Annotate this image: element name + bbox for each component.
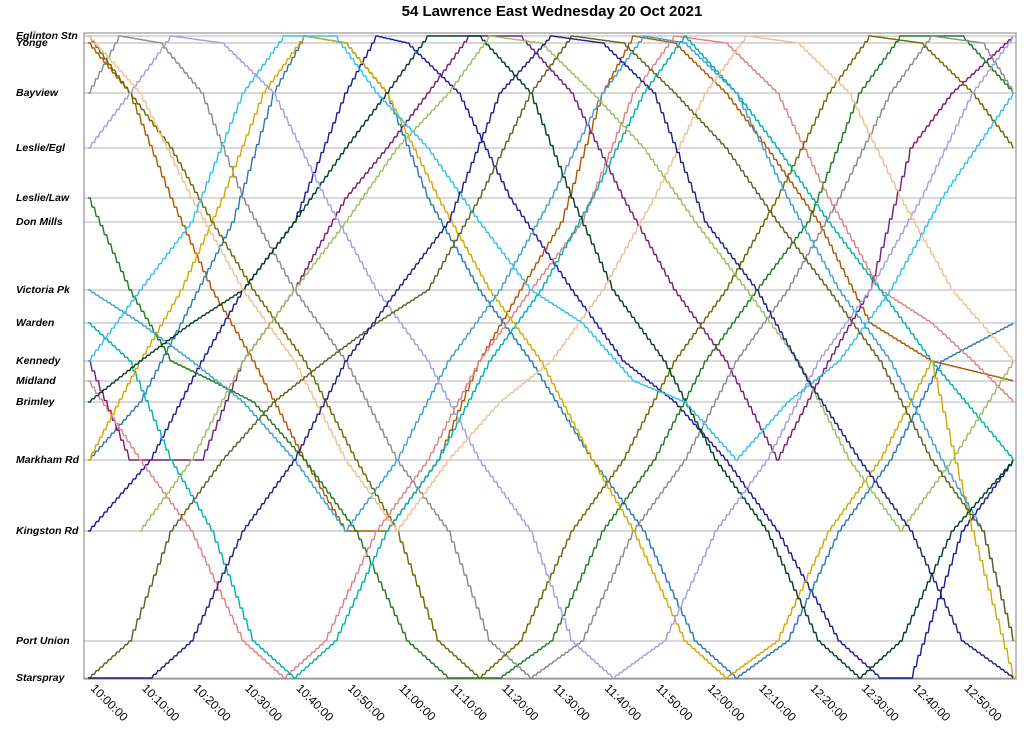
vehicle-trace-17	[88, 35, 1014, 679]
vehicle-trace-9	[88, 35, 1014, 679]
stop-label-4: Leslie/Law	[16, 192, 70, 204]
stop-label-2: Bayview	[16, 87, 59, 99]
stop-label-11: Markham Rd	[16, 454, 80, 466]
vehicle-trace-11	[88, 35, 1014, 679]
stop-label-3: Leslie/Egl	[16, 142, 66, 154]
vehicle-trace-14	[139, 35, 1014, 532]
vehicle-trace-10	[88, 35, 1014, 642]
vehicle-trace-16	[88, 35, 1014, 679]
time-tick-10: 11:40:00	[602, 681, 645, 724]
time-tick-17: 12:50:00	[962, 681, 1005, 724]
stop-label-0: Eglinton Stn	[16, 30, 78, 42]
time-tick-16: 12:40:00	[910, 681, 953, 724]
time-tick-15: 12:30:00	[859, 681, 902, 724]
time-tick-7: 11:10:00	[448, 681, 491, 724]
vehicle-trace-13	[88, 35, 1014, 532]
time-tick-2: 10:20:00	[191, 681, 234, 724]
vehicle-trace-12	[88, 35, 1014, 679]
chart-title: 54 Lawrence East Wednesday 20 Oct 2021	[402, 3, 703, 20]
vehicle-trace-15	[88, 35, 1014, 461]
stop-label-1: Yonge	[16, 37, 48, 49]
time-tick-9: 11:30:00	[550, 681, 593, 724]
stop-label-8: Kennedy	[16, 355, 62, 367]
time-tick-13: 12:10:00	[756, 681, 799, 724]
stop-label-6: Victoria Pk	[16, 284, 71, 296]
time-tick-11: 11:50:00	[653, 681, 696, 724]
stop-label-13: Port Union	[16, 635, 70, 647]
time-tick-1: 10:10:00	[139, 681, 182, 724]
stop-label-7: Warden	[16, 317, 54, 329]
stop-label-5: Don Mills	[16, 216, 63, 228]
vehicle-trace-7	[88, 35, 1014, 679]
vehicle-trace-8	[88, 35, 1014, 679]
time-tick-0: 10:00:00	[88, 681, 131, 724]
time-tick-8: 11:20:00	[499, 681, 542, 724]
stop-label-9: Midland	[16, 375, 56, 387]
vehicle-trace-group	[88, 35, 1014, 679]
time-tick-14: 12:20:00	[807, 681, 850, 724]
time-tick-5: 10:50:00	[345, 681, 388, 724]
vehicle-trace-6	[88, 35, 1014, 679]
time-tick-labels: 10:00:00 10:10:00 10:20:00 10:30:00 10:40:00…	[88, 681, 1005, 724]
stop-label-10: Brimley	[16, 396, 56, 408]
time-tick-12: 12:00:00	[705, 681, 748, 724]
time-tick-6: 11:00:00	[396, 681, 439, 724]
stop-label-12: Kingston Rd	[16, 525, 79, 537]
vehicle-trace-5	[88, 35, 1014, 679]
vehicle-trace-4	[88, 35, 1014, 679]
stop-label-14: Starspray	[16, 672, 66, 684]
time-tick-3: 10:30:00	[242, 681, 285, 724]
time-tick-4: 10:40:00	[293, 681, 336, 724]
